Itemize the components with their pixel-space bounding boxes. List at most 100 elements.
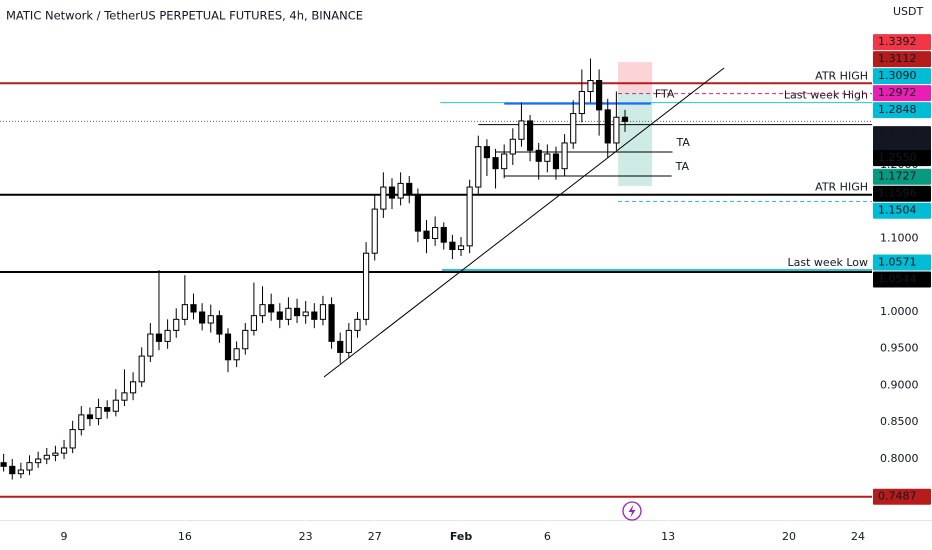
alert-bolt[interactable] xyxy=(628,504,636,518)
candle-body xyxy=(216,315,223,335)
candle-body xyxy=(432,226,439,240)
level-label: ATR HIGH xyxy=(815,181,868,194)
candle-body xyxy=(337,340,344,353)
candle-body xyxy=(345,329,352,353)
candle-body xyxy=(129,381,137,394)
price-tag-label: 1.0571 xyxy=(878,256,917,269)
x-tick-label: 24 xyxy=(851,530,865,543)
level-label: Last week High xyxy=(784,89,868,102)
x-tick-label: 6 xyxy=(544,530,551,543)
level-label: TA xyxy=(675,136,690,149)
candle-body xyxy=(293,307,301,317)
candle-body xyxy=(35,458,42,464)
candle-body xyxy=(302,311,309,317)
candle-body xyxy=(423,230,430,240)
x-tick-label: 23 xyxy=(299,530,313,543)
plot-area: ATR HIGH ATR HIGH Last week High Last week … xyxy=(0,58,872,498)
price-tag-label: 1.2594 xyxy=(878,127,917,140)
candle-body xyxy=(60,447,68,454)
candle-body xyxy=(440,226,447,243)
candle-body xyxy=(155,333,163,342)
price-tag-label: 1.3112 xyxy=(878,52,917,65)
candle-body xyxy=(147,333,154,357)
price-tag xyxy=(873,271,931,288)
candle-body xyxy=(207,315,214,324)
candle-body xyxy=(233,348,240,361)
level-label: TA xyxy=(675,160,690,173)
price-tag xyxy=(873,202,931,219)
candle-body xyxy=(552,153,560,170)
price-tag xyxy=(873,68,931,85)
candle-body xyxy=(138,355,145,383)
candle-body xyxy=(0,462,7,467)
price-tag xyxy=(873,51,931,68)
y-tick-label: 1.0000 xyxy=(880,305,919,318)
price-tag-label: 1.3090 xyxy=(878,69,917,82)
candle-body xyxy=(104,407,111,412)
candle-body xyxy=(526,120,534,151)
price-tag-label: 1.0544 xyxy=(878,273,917,286)
candle-body xyxy=(276,311,283,320)
price-tag xyxy=(873,85,931,102)
level-label: Last week Low xyxy=(788,256,868,269)
price-tag-label: 1.1596 xyxy=(878,187,917,200)
candle-body xyxy=(17,469,24,475)
currency: USDT xyxy=(893,5,924,18)
price-tag-label: 1.2972 xyxy=(878,86,917,99)
y-tick-label: 0.9000 xyxy=(880,378,919,391)
candle-body xyxy=(311,311,318,320)
candle-body xyxy=(414,193,421,232)
candle-body xyxy=(596,79,603,111)
candle-body xyxy=(242,329,249,350)
candle-body xyxy=(449,241,456,251)
price-tag-label: 0.7487 xyxy=(878,490,917,503)
price-tag xyxy=(873,102,931,119)
candle-body xyxy=(509,138,516,155)
price-tag-label: 1.2848 xyxy=(878,103,917,116)
candle-body xyxy=(78,414,85,431)
x-tick-label: 27 xyxy=(368,530,382,543)
candle-body xyxy=(544,153,551,162)
candle-body xyxy=(69,429,76,449)
y-tick-label: 0.8500 xyxy=(880,415,919,428)
candle-body xyxy=(9,465,16,475)
position-stop-zone xyxy=(618,62,653,93)
x-tick-label: 13 xyxy=(661,530,675,543)
trend-line xyxy=(323,67,725,378)
candle-body xyxy=(181,304,188,320)
candle-body xyxy=(259,304,266,317)
price-tag xyxy=(873,150,931,167)
candle-body xyxy=(621,116,629,122)
price-tag xyxy=(873,185,931,202)
candle-body xyxy=(457,245,465,251)
price-tag-label: 1.2550 xyxy=(878,151,917,164)
candle-body xyxy=(199,311,206,324)
x-tick-label: 20 xyxy=(782,530,796,543)
level-label: ATR HIGH xyxy=(815,69,868,82)
candle-body xyxy=(95,407,102,420)
candle-body xyxy=(466,186,473,247)
y-tick-label: 1.1000 xyxy=(880,232,919,245)
price-tag xyxy=(873,126,931,157)
candle-body xyxy=(570,113,577,144)
candle-body xyxy=(397,182,404,199)
candle-body xyxy=(52,452,59,456)
alert-icon[interactable] xyxy=(622,501,642,521)
candle-body xyxy=(121,392,128,401)
candle-body xyxy=(250,315,257,331)
candle-body xyxy=(380,186,387,210)
candle-body xyxy=(578,91,585,115)
price-tag xyxy=(873,254,931,271)
candle-body xyxy=(492,157,499,170)
candle-body xyxy=(535,149,542,162)
candle-body xyxy=(363,252,370,320)
candle-body xyxy=(328,304,335,342)
y-tick-label: 0.9500 xyxy=(880,342,919,355)
x-tick-label: 9 xyxy=(61,530,68,543)
price-tag-label: 1.1504 xyxy=(878,204,917,217)
candle-body xyxy=(587,79,594,93)
candle-body xyxy=(561,142,568,170)
